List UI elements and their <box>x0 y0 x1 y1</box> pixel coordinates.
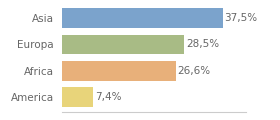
Text: 28,5%: 28,5% <box>186 39 219 49</box>
Bar <box>62 35 184 54</box>
Bar <box>62 61 176 81</box>
Text: 7,4%: 7,4% <box>95 92 122 102</box>
Bar <box>62 87 94 107</box>
Text: 37,5%: 37,5% <box>225 13 258 23</box>
Text: 26,6%: 26,6% <box>178 66 211 76</box>
Bar <box>62 8 223 28</box>
